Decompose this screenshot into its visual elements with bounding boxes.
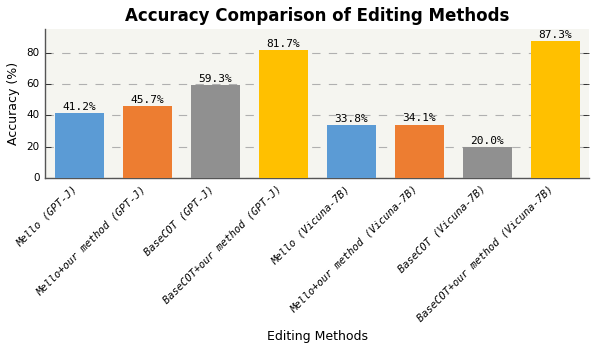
Bar bbox=[191, 85, 240, 178]
Bar bbox=[395, 125, 444, 178]
Bar bbox=[259, 50, 308, 178]
Text: 87.3%: 87.3% bbox=[538, 30, 572, 40]
Text: 33.8%: 33.8% bbox=[334, 114, 368, 124]
Y-axis label: Accuracy (%): Accuracy (%) bbox=[7, 62, 20, 145]
Text: 59.3%: 59.3% bbox=[198, 74, 232, 84]
Bar bbox=[463, 147, 512, 178]
Bar bbox=[531, 41, 580, 178]
Text: 45.7%: 45.7% bbox=[131, 95, 164, 105]
X-axis label: Editing Methods: Editing Methods bbox=[267, 330, 368, 343]
Title: Accuracy Comparison of Editing Methods: Accuracy Comparison of Editing Methods bbox=[125, 7, 510, 24]
Text: 41.2%: 41.2% bbox=[63, 102, 96, 112]
Bar bbox=[327, 125, 376, 178]
Text: 34.1%: 34.1% bbox=[402, 113, 436, 124]
Bar bbox=[55, 113, 104, 178]
Text: 81.7%: 81.7% bbox=[266, 38, 300, 49]
Text: 20.0%: 20.0% bbox=[470, 135, 504, 146]
Bar bbox=[123, 106, 172, 178]
